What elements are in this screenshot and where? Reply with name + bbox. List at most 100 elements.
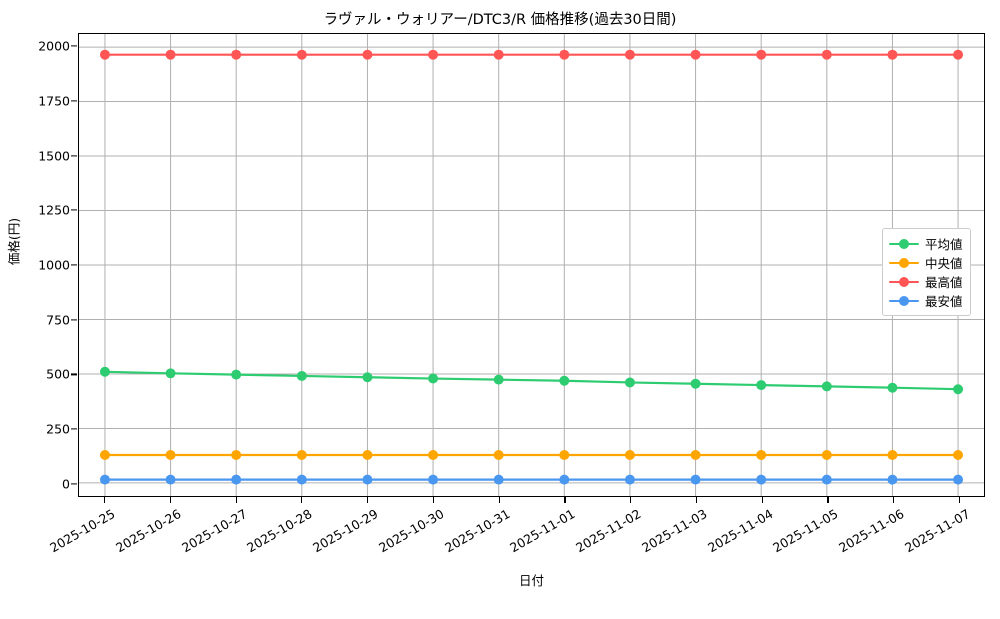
data-point	[165, 368, 176, 379]
data-point	[821, 450, 832, 461]
data-point	[953, 450, 964, 461]
data-point	[428, 450, 439, 461]
y-tick-mark	[71, 154, 77, 157]
legend-label: 最安値	[925, 294, 963, 309]
x-tick-mark	[630, 497, 632, 503]
data-point	[428, 373, 439, 384]
y-tick-mark	[71, 100, 77, 102]
x-tick-mark	[104, 497, 106, 503]
data-point	[559, 450, 570, 461]
data-point	[165, 450, 176, 461]
data-point	[362, 49, 373, 60]
y-tick-mark	[71, 319, 77, 321]
data-point	[690, 378, 701, 389]
data-point	[559, 375, 570, 386]
data-point	[99, 474, 110, 485]
y-tick-mark	[71, 45, 77, 47]
data-point	[99, 450, 110, 461]
series-3	[99, 49, 964, 60]
data-point	[231, 474, 242, 485]
chart-legend: 平均値 中央値最高値最安値	[882, 228, 971, 316]
data-point	[362, 372, 373, 383]
data-point	[821, 381, 832, 392]
grid-lines	[79, 34, 984, 496]
chart-title: ラヴァル・ウォリアー/DTC3/R 価格推移(過去30日間)	[323, 12, 677, 28]
y-tick-label: 500	[46, 366, 70, 382]
y-tick-label: 0	[62, 476, 70, 492]
y-axis-tick-labels: 0 250 500 750 1000 1250 1500 1750 2000	[0, 33, 70, 497]
data-point	[624, 474, 635, 485]
data-point	[231, 369, 242, 380]
data-point	[362, 450, 373, 461]
y-tick-label: 1250	[38, 202, 70, 218]
x-tick-mark	[695, 497, 698, 503]
y-tick-mark	[71, 428, 77, 430]
data-point	[624, 49, 635, 60]
data-point	[296, 450, 307, 461]
x-axis-title: 日付	[518, 573, 544, 588]
y-tick-mark	[71, 483, 77, 485]
data-point	[756, 450, 767, 461]
legend-marker-icon	[889, 294, 919, 308]
data-point	[493, 374, 504, 385]
data-point	[953, 384, 964, 395]
x-tick-mark	[893, 497, 895, 503]
y-tick-label: 1500	[38, 148, 70, 164]
plot-area	[78, 33, 985, 497]
x-tick-mark	[564, 497, 566, 503]
data-point	[821, 474, 832, 485]
x-tick-mark	[301, 497, 303, 503]
data-point	[624, 450, 635, 461]
y-tick-mark	[71, 373, 77, 376]
x-tick-mark	[169, 497, 171, 503]
data-point	[887, 450, 898, 461]
legend-label: 最高値	[925, 275, 963, 290]
data-series-layer	[99, 49, 964, 485]
y-tick-label: 1000	[38, 257, 70, 273]
y-tick-label: 2000	[38, 38, 70, 54]
data-point	[165, 49, 176, 60]
legend-marker-icon	[889, 256, 919, 270]
data-point	[559, 49, 570, 60]
data-point	[99, 366, 110, 377]
data-point	[690, 49, 701, 60]
price-history-chart-figure: ラヴァル・ウォリアー/DTC3/R 価格推移(過去30日間) 価格(円) 0 25…	[0, 12, 985, 588]
data-point	[428, 49, 439, 60]
data-point	[165, 474, 176, 485]
legend-item-4: 最安値	[889, 291, 963, 310]
x-tick-mark	[827, 497, 829, 503]
data-point	[953, 474, 964, 485]
legend-item-1: 平均値	[889, 234, 963, 253]
data-point	[296, 370, 307, 381]
data-point	[756, 474, 767, 485]
y-tick-label: 1750	[38, 93, 70, 109]
series-2	[99, 450, 964, 461]
data-point	[690, 450, 701, 461]
data-point	[231, 49, 242, 60]
y-tick-mark	[71, 264, 77, 266]
x-tick-mark	[498, 497, 500, 503]
x-tick-mark	[432, 497, 435, 503]
data-point	[493, 450, 504, 461]
data-point	[296, 49, 307, 60]
x-tick-mark	[761, 497, 763, 503]
data-point	[559, 474, 570, 485]
data-point	[953, 49, 964, 60]
y-tick-label: 250	[46, 421, 70, 437]
x-tick-mark	[367, 497, 369, 503]
data-point	[887, 474, 898, 485]
data-point	[231, 450, 242, 461]
legend-item-2: 中央値	[889, 253, 963, 272]
y-tick-mark	[71, 209, 77, 211]
data-point	[690, 474, 701, 485]
data-point	[362, 474, 373, 485]
x-axis-tick-labels: 2025-10-25 2025-10-26 2025-10-27 2025-10-28…	[47, 497, 985, 567]
y-tick-label: 750	[46, 312, 70, 328]
data-point	[624, 377, 635, 388]
data-point	[756, 49, 767, 60]
data-point	[821, 49, 832, 60]
legend-marker-icon	[889, 237, 919, 251]
legend-marker-icon	[889, 275, 919, 289]
data-point	[756, 380, 767, 391]
series-1	[99, 366, 964, 395]
